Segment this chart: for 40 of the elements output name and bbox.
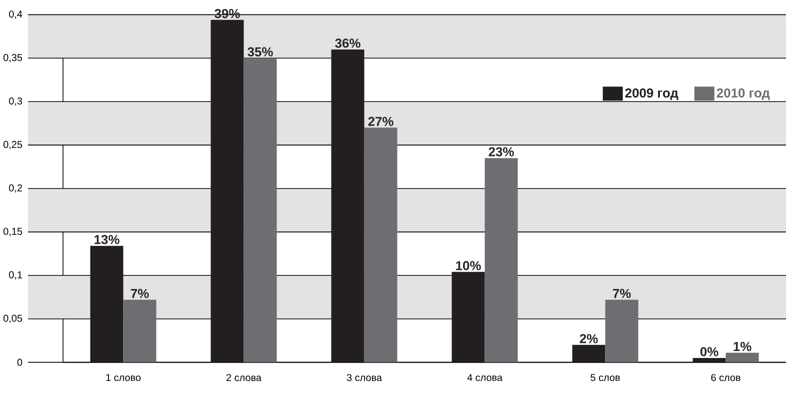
bar	[331, 49, 364, 362]
data-label: 1%	[734, 342, 752, 352]
data-label: 27%	[368, 116, 394, 126]
x-tick-label: 6 слов	[711, 374, 740, 382]
data-label: 0%	[700, 347, 718, 356]
y-tick-label: 0,25	[3, 140, 22, 150]
x-tick-label: 1 слово	[106, 374, 141, 382]
data-label: 35%	[248, 47, 273, 56]
data-label: 2%	[580, 334, 598, 344]
y-tick-label: 0	[17, 358, 22, 366]
y-tick-label: 0,35	[3, 54, 22, 62]
y-tick-label: 0,2	[9, 184, 22, 193]
bar	[692, 358, 726, 362]
y-tick-label: 0,15	[3, 228, 22, 236]
bar	[572, 344, 606, 362]
x-tick-label: 3 слова	[346, 374, 382, 382]
data-label: 7%	[130, 288, 149, 298]
x-tick-label: 2 слова	[226, 374, 262, 382]
data-label: 7%	[612, 288, 631, 298]
bar	[364, 128, 398, 362]
x-tick-label: 5 слов	[590, 374, 620, 382]
data-label: 13%	[94, 234, 120, 244]
bar	[244, 58, 277, 362]
bar	[123, 300, 156, 362]
bar	[210, 20, 244, 362]
bar	[484, 158, 518, 362]
y-tick-label: 0,4	[9, 10, 22, 19]
y-tick-label: 0,3	[9, 97, 22, 106]
y-tick-label: 0,05	[3, 314, 22, 323]
bar	[452, 272, 485, 362]
data-label: 36%	[335, 38, 360, 48]
data-label: 10%	[456, 261, 481, 270]
bar	[605, 300, 638, 362]
legend-label: 2010 год	[716, 88, 770, 100]
bar	[726, 352, 759, 362]
y-tick-label: 0,1	[9, 271, 22, 280]
x-tick-label: 4 слова	[467, 374, 502, 382]
legend-label: 2009 год	[625, 88, 678, 100]
data-label: 23%	[488, 147, 514, 156]
bar	[90, 246, 124, 362]
